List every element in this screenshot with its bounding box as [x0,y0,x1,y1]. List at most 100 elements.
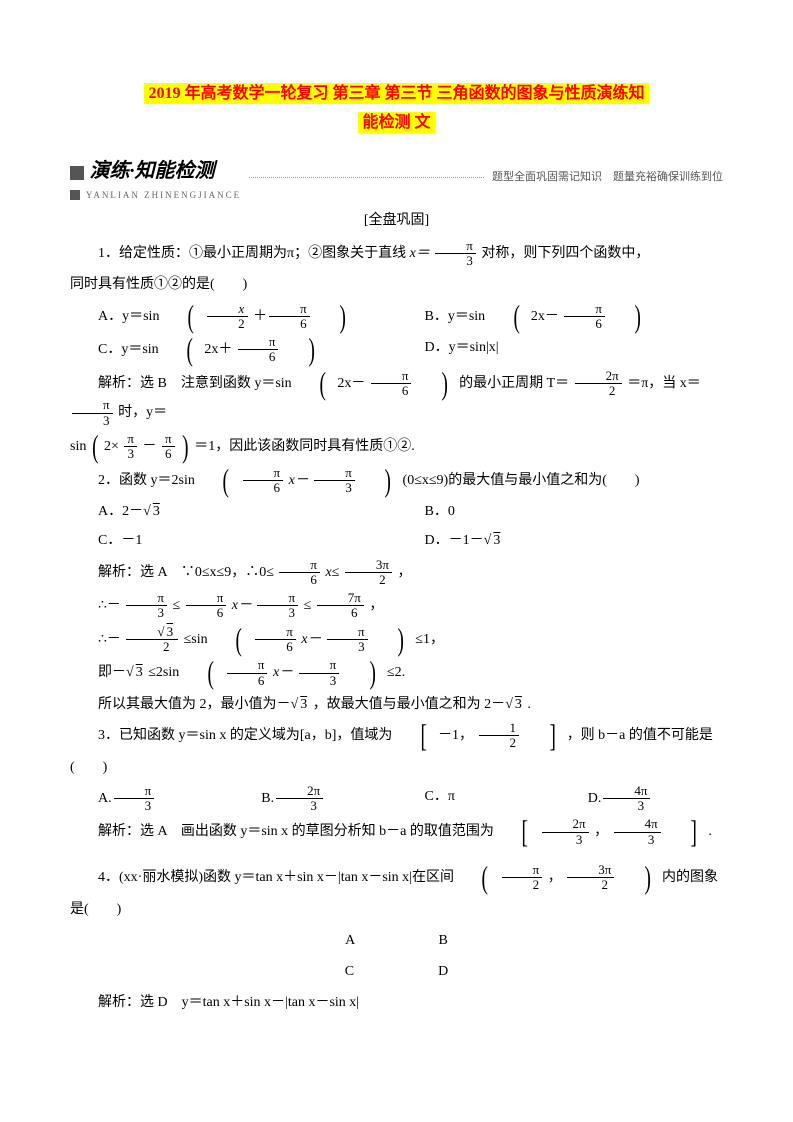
q1-sol-T: 2π2 [575,369,622,399]
frac-num: π [255,625,296,640]
q3-optA-l: A. [98,791,112,806]
q2-optB: B．0 [397,499,724,524]
q4-f2: 3π2 [567,863,614,893]
frac-den: 3 [542,833,589,847]
q1-optC-inner: 2x＋ [204,342,232,357]
banner-pinyin: YANLIAN ZHINENGJIANCE [70,187,241,203]
q1-optA-f2: π6 [269,302,310,332]
q1-sol2-end: ＝1，因此该函数同时具有性质①②. [194,439,415,454]
frac-num: π [371,369,412,384]
lparen-icon: ( [92,434,98,460]
q2-l2-f2: π6 [186,591,227,621]
q2-l2-pre: ∴－ [98,598,121,613]
q1-options-row2: C．y＝sin ( 2x＋ π6 ) D．y＝sin|x| [70,335,723,365]
q1-optB: B．y＝sin ( 2x－ π6 ) [397,302,724,332]
q2-line3: ∴－ √32 ≤sin ( π6 x－ π3 ) ≤1， [70,625,723,655]
q1-optD: D．y＝sin|x| [397,335,724,365]
q3-sol-comma: ， [594,824,608,839]
q4-stem: 4．(xx·丽水模拟)函数 y＝tan x＋sin x－|tan x－sin x… [70,863,723,893]
q1-optA-pre: A．y＝sin [98,309,159,324]
frac-den: 3 [257,606,298,620]
q2-sol: 解析：选 A ∵0≤x≤9，∴0≤ π6 x≤ 3π2 ， [70,558,723,588]
q3-optA: A.π3 [70,784,233,814]
q3-stem: 3．已知函数 y＝sin x 的定义域为[a，b]，值域为 [ －1， 12 ]… [70,721,723,751]
q2-l3-f2: π3 [327,625,368,655]
q2-l3-pre: ∴－ [98,632,121,647]
q2-optA: A．2－√3 [70,499,397,524]
banner-left: 演练·知能检测 YANLIAN ZHINENGJIANCE [70,153,241,203]
lbracket-icon: [ [404,723,427,749]
section-banner: 演练·知能检测 YANLIAN ZHINENGJIANCE 题型全面巩固需记知识… [70,158,723,198]
frac-num: 3π [345,558,392,573]
banner-pinyin-text: YANLIAN ZHINENGJIANCE [86,190,241,200]
frac-den: 3 [603,799,650,813]
frac-den: 6 [186,606,227,620]
q3-optD: D.4π3 [560,784,723,814]
frac-num: x [207,302,248,317]
q2-l5-pre: 所以其最大值为 2，最小值为－ [98,697,291,712]
frac-den: 3 [314,481,355,495]
q2-optD-sqrt: 3 [491,533,502,548]
q2-l4-pre: 即－ [98,665,126,680]
q2-line4: 即－√3 ≤2sin ( π6 x－ π3 ) ≤2. [70,658,723,688]
q3-options: A.π3 B.2π3 C．π D.4π3 [70,784,723,814]
lparen-icon: ( [496,304,519,330]
q2-l5-end: . [527,697,531,712]
q1-optB-inner: 2x－ [531,309,559,324]
q1-stem-2: 对称，则下列四个函数中， [481,246,649,261]
section-header: [全盘巩固] [70,208,723,233]
q2-l3-f1: π6 [255,625,296,655]
q1-sol-inner: 2x－ [337,376,365,391]
frac-num: π [257,591,298,606]
q1-sol-pre: 解析：选 B 注意到函数 y＝sin [98,376,292,391]
q1-sol2-pre: sin [70,439,86,454]
frac-num: π [299,658,340,673]
q3-optD-f: 4π3 [603,784,650,814]
q3-stem-pre: 3．已知函数 y＝sin x 的定义域为[a，b]，值域为 [98,728,392,743]
frac-num: π [502,863,543,878]
q2-l2-f3: π3 [257,591,298,621]
q1-sol2-i1: 2× [104,439,119,454]
q2-line2: ∴－ π3 ≤ π6 x－ π3 ≤ 7π6 ， [70,591,723,621]
q2-line5: 所以其最大值为 2，最小值为－√3 ，故最大值与最小值之和为 2－√3 . [70,692,723,717]
rparen-icon: ) [618,304,641,330]
frac-den: 3 [614,833,661,847]
frac-den: 3 [276,799,323,813]
q2-l3-x: x－ [301,632,321,647]
q1-optA: A．y＝sin ( x2 ＋π6 ) [70,302,397,332]
q2-stem-f2: π3 [314,466,355,496]
frac-den: 3 [299,674,340,688]
frac-num: π [114,784,155,799]
frac-den: 6 [279,573,320,587]
frac-den: 6 [255,640,296,654]
q1-optB-frac: π6 [564,302,605,332]
q3-optB: B.2π3 [233,784,396,814]
q2-sol-f2: 3π2 [345,558,392,588]
rparen-icon: ) [381,627,404,653]
q2-l4-f2: π3 [299,658,340,688]
rbracket-icon: ] [532,723,555,749]
q4-stem-post: 内的图象 [662,870,718,885]
frac-den: 3 [72,414,113,428]
q1-optC-pre: C．y＝sin [98,342,159,357]
q1-solution: 解析：选 B 注意到函数 y＝sin ( 2x－ π6 ) 的最小正周期 T＝ … [70,369,723,428]
q1-sol-frac: π6 [371,369,412,399]
frac-num: π [564,302,605,317]
frac-den: 2 [502,878,543,892]
rparen-icon: ) [292,337,315,363]
frac-num: 2π [575,369,622,384]
q1-sol2-minus: － [142,439,156,454]
q3-optB-l: B. [261,791,274,806]
q1-optC: C．y＝sin ( 2x＋ π6 ) [70,335,397,365]
q2-l3-end: ≤1， [415,632,444,647]
q2-optA-sqrt: 3 [151,504,162,519]
q1-sol-mid: 的最小正周期 T＝ [459,376,569,391]
q2-optA-pre: A．2－ [98,504,143,519]
rparen-icon: ) [352,660,375,686]
q4-stem-pre: 4．(xx·丽水模拟)函数 y＝tan x＋sin x－|tan x－sin x… [98,870,454,885]
q4-comma: ， [548,870,562,885]
lparen-icon: ( [219,627,242,653]
q1-stem: 1．给定性质：①最小正周期为π；②图象关于直线 x＝ π3 对称，则下列四个函数… [70,239,723,269]
q2-l3-sqrt: √32 [126,625,178,655]
lparen-icon: ( [303,371,326,397]
